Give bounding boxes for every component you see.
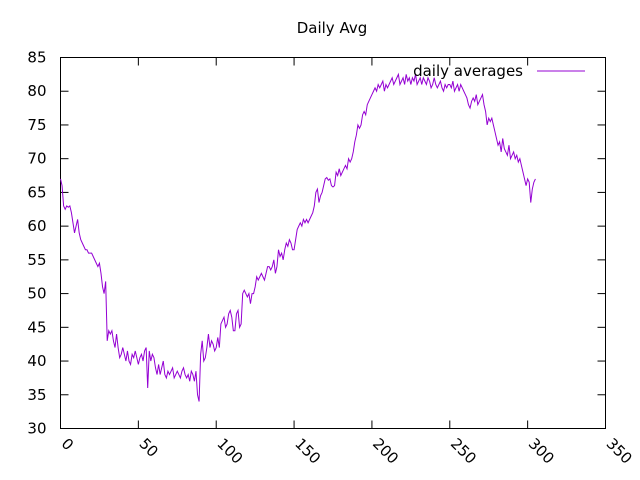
y-tick-label: 80 bbox=[27, 82, 46, 100]
y-tick-label: 35 bbox=[27, 386, 46, 404]
y-tick-label: 40 bbox=[27, 352, 46, 370]
y-tick-label: 50 bbox=[27, 285, 46, 303]
y-tick-label: 30 bbox=[27, 420, 46, 438]
x-tick-label: 100 bbox=[213, 435, 246, 468]
chart-title: Daily Avg bbox=[297, 19, 368, 37]
y-tick-label: 45 bbox=[27, 318, 46, 336]
y-tick-label: 75 bbox=[27, 116, 46, 134]
legend-label: daily averages bbox=[413, 62, 523, 80]
plot-frame bbox=[60, 57, 606, 429]
x-tick-label: 150 bbox=[291, 435, 324, 468]
y-tick-label: 60 bbox=[27, 217, 46, 235]
x-tick-label: 350 bbox=[603, 435, 636, 468]
x-tick-label: 50 bbox=[136, 435, 162, 461]
y-tick-label: 70 bbox=[27, 150, 46, 168]
y-tick-label: 65 bbox=[27, 183, 46, 201]
x-tick-label: 0 bbox=[58, 435, 77, 454]
y-tick-label: 85 bbox=[27, 49, 46, 67]
x-tick-label: 200 bbox=[369, 435, 402, 468]
x-tick-label: 250 bbox=[447, 435, 480, 468]
x-tick-label: 300 bbox=[525, 435, 558, 468]
y-tick-label: 55 bbox=[27, 251, 46, 269]
data-line bbox=[60, 72, 536, 402]
